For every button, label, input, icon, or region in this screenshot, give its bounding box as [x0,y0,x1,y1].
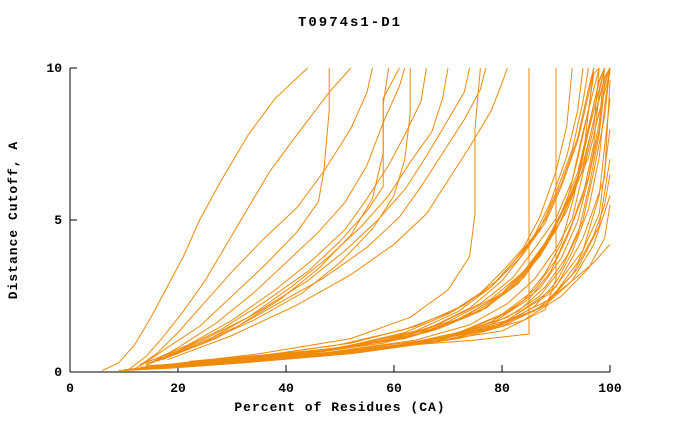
x-tick-label: 0 [66,381,74,396]
gdt-curves [102,67,611,371]
x-tick-label: 20 [170,381,186,396]
chart-title: T0974s1-D1 [298,15,402,31]
x-tick-label: 100 [598,381,622,396]
x-tick-label: 40 [278,381,294,396]
gdt-curve [134,67,600,370]
gdt-curve [145,67,406,367]
y-tick-label: 10 [46,61,62,76]
y-tick-label: 0 [54,365,62,380]
gdt-curve [102,67,308,371]
y-axis-label: Distance Cutoff, A [6,141,21,299]
gdt-curve [140,67,595,368]
gdt-curve [140,67,400,365]
gdt-curve [150,68,411,364]
gdt-curve [161,67,595,366]
x-tick-label: 60 [386,381,402,396]
gdt-curve [118,67,611,371]
x-tick-label: 80 [494,381,510,396]
gdt-curve [150,67,600,368]
gdt-curve [145,68,530,367]
gdt-curve [161,67,487,361]
x-axis-label: Percent of Residues (CA) [234,400,445,415]
gdt-curve [139,68,330,367]
gdt-curve [156,67,589,367]
gdt-curve [167,67,508,361]
gdt-curve [156,67,471,362]
gdt-curve [140,67,606,368]
gdt-curve [145,67,390,365]
gdt-curve [145,67,427,364]
gdt-curve [161,80,611,367]
y-tick-label: 5 [54,213,62,228]
gdt-curve [156,67,481,367]
gdt-curve [134,67,606,370]
gdt-curve [183,67,606,364]
gdt-curve [172,67,600,365]
tick-marks: 0 20 40 60 80 100 0 5 10 [46,61,622,396]
gdt-curve [150,67,449,364]
gdt-curve [134,67,373,370]
gdt-curve [129,67,352,370]
gdt-curve [123,67,611,371]
